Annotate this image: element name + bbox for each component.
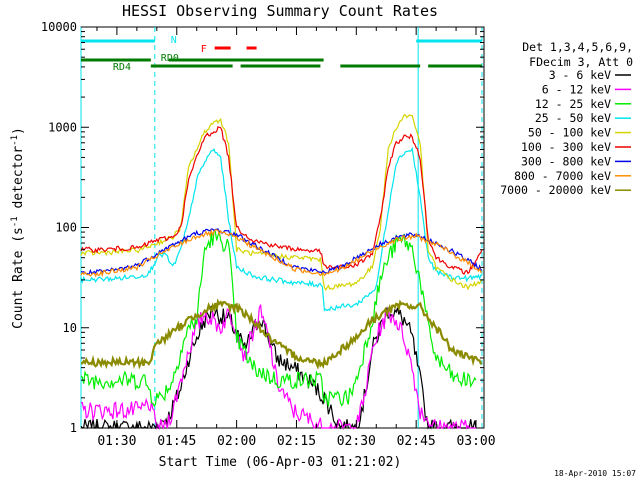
series-line	[80, 228, 483, 276]
x-tick-label: 03:00	[456, 434, 495, 449]
legend-entry-label: 3 - 6 keV	[549, 68, 611, 82]
x-tick-label: 02:30	[337, 434, 376, 449]
series-line	[80, 304, 476, 431]
series-layer	[80, 114, 483, 431]
y-tick-label: 100	[55, 221, 77, 235]
chart-title: HESSI Observing Summary Count Rates	[122, 2, 438, 20]
legend-entry-label: 50 - 100 keV	[528, 126, 611, 140]
x-tick-label: 02:00	[217, 434, 256, 449]
legend-entry-label: 7000 - 20000 keV	[500, 183, 611, 197]
y-axis-label: Count Rate (s-1 detector-1)	[10, 127, 26, 329]
legend-entry-label: 6 - 12 keV	[542, 82, 611, 96]
x-tick-label: 02:45	[397, 434, 436, 449]
series-line	[80, 228, 483, 278]
series-line	[80, 126, 483, 276]
rd0-flag-label: RD0	[161, 53, 179, 64]
rd4-flag-label: RD4	[113, 62, 131, 73]
legend-entry-label: 25 - 50 keV	[535, 111, 611, 125]
y-tick-label: 10	[63, 321, 77, 335]
legend-entry-label: 100 - 300 keV	[521, 140, 611, 154]
legend-entry-label: 300 - 800 keV	[521, 154, 611, 168]
legend-header: FDecim 3, Att 0	[529, 55, 633, 69]
series-line	[80, 114, 483, 292]
x-tick-label: 02:15	[277, 434, 316, 449]
series-line	[81, 298, 483, 370]
x-axis-ticks: 01:30 01:45 02:00 02:15 02:30 02:45 03:00	[96, 27, 496, 449]
y-tick-label: 10000	[41, 20, 77, 34]
x-tick-label: 01:45	[157, 434, 196, 449]
series-line	[80, 305, 477, 430]
legend: Det 1,3,4,5,6,9,FDecim 3, Att 03 - 6 keV…	[500, 40, 633, 197]
x-tick-label: 01:30	[97, 434, 136, 449]
series-line	[80, 146, 483, 312]
plot-frame	[80, 26, 485, 429]
x-axis-label: Start Time (06-Apr-03 01:21:02)	[159, 455, 402, 470]
n-flag-label: N	[171, 35, 177, 46]
timestamp: 18-Apr-2010 15:07	[554, 469, 636, 478]
legend-entry-label: 12 - 25 keV	[535, 97, 611, 111]
y-tick-label: 1000	[48, 120, 77, 134]
series-line	[80, 229, 477, 408]
legend-header: Det 1,3,4,5,6,9,	[522, 40, 633, 54]
f-flag-label: F	[201, 44, 207, 55]
y-axis-ticks: 1 10 100 1000 10000	[41, 20, 484, 435]
flag-bars: N F RD0 RD4	[81, 35, 483, 73]
y-tick-label: 1	[70, 421, 77, 435]
vertical-markers	[80, 27, 483, 428]
legend-entry-label: 800 - 7000 keV	[514, 169, 611, 183]
